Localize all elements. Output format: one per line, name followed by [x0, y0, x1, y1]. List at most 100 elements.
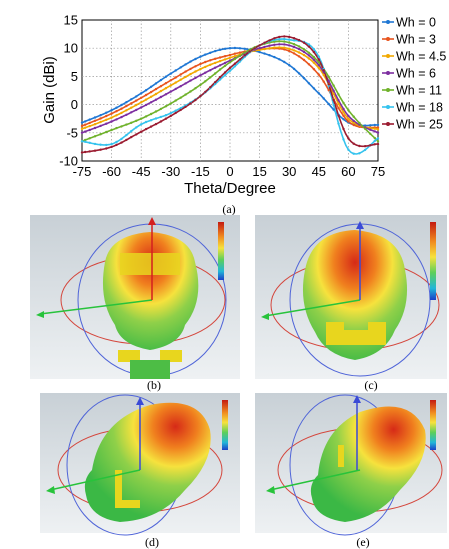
series-point	[80, 140, 84, 143]
series-point	[149, 125, 153, 128]
caption-a: (a)	[222, 202, 235, 216]
series-point	[258, 48, 261, 52]
series-point	[179, 66, 182, 69]
series-point	[283, 40, 286, 43]
series-markers	[80, 35, 380, 155]
series-point	[194, 98, 197, 102]
series-point	[144, 93, 148, 97]
series-point	[263, 47, 266, 51]
series-point	[115, 126, 118, 130]
series-point	[84, 123, 87, 126]
series-point	[179, 107, 182, 110]
series-point	[352, 152, 355, 155]
series-point	[373, 139, 376, 143]
series-point	[80, 121, 84, 124]
series-point	[312, 68, 316, 71]
series-point	[194, 76, 197, 80]
series-point	[110, 109, 113, 112]
series-point	[164, 114, 168, 117]
series-point	[99, 133, 102, 136]
series-point	[297, 55, 301, 58]
series-point	[189, 90, 192, 93]
series-point	[159, 95, 163, 99]
series-point	[99, 120, 102, 124]
series-point	[135, 103, 138, 107]
series-point	[238, 60, 242, 63]
series-point	[376, 142, 380, 146]
series-point	[130, 129, 133, 133]
legend-label: Wh = 25	[396, 118, 443, 132]
legend-label: Wh = 3	[396, 33, 436, 47]
series-point	[302, 48, 306, 51]
series-point	[373, 123, 376, 127]
series-point	[228, 66, 232, 70]
series-point	[268, 54, 271, 57]
y-tick-label: 10	[64, 41, 78, 56]
x-tick-label: -60	[102, 164, 121, 179]
series-point	[99, 143, 102, 146]
series-point	[347, 148, 350, 151]
x-tick-label: -75	[73, 164, 92, 179]
series-point	[292, 39, 296, 42]
panel-b-z-arrow-icon	[148, 217, 156, 225]
series-point	[228, 61, 232, 64]
panel-b-pattern-base	[130, 360, 170, 379]
legend-label: Wh = 6	[396, 67, 436, 81]
panel-c-y-arrow-icon	[261, 313, 269, 320]
series-point	[302, 41, 306, 44]
series-point	[376, 126, 380, 129]
series-point	[130, 121, 133, 125]
series-point	[342, 111, 345, 114]
series-point	[278, 35, 281, 39]
series-point	[218, 64, 222, 67]
series-point	[317, 63, 320, 67]
series-point	[342, 118, 345, 121]
series-point	[135, 126, 138, 129]
series-point	[140, 123, 143, 126]
panel-c-color-scale	[430, 222, 436, 300]
series-point	[144, 89, 148, 92]
series-point	[130, 135, 133, 139]
series-point	[233, 55, 237, 58]
series-point	[88, 124, 91, 128]
series-point	[174, 111, 177, 115]
caption-e: (e)	[356, 535, 369, 549]
series-point	[288, 63, 291, 67]
series-point	[347, 137, 350, 140]
series-point	[369, 128, 372, 131]
series-point	[179, 108, 182, 112]
panel-b-y-axis	[39, 299, 153, 315]
series-point	[115, 143, 118, 147]
series-point	[144, 98, 148, 101]
series-point	[263, 45, 266, 49]
series-point	[327, 102, 330, 106]
series-point	[307, 57, 311, 60]
series-point	[204, 90, 207, 94]
x-tick-label: 75	[371, 164, 385, 179]
series-point	[179, 78, 182, 81]
series-point	[144, 120, 148, 124]
series-point	[317, 92, 320, 95]
series-point	[194, 87, 197, 90]
series-point	[115, 114, 118, 117]
series-point	[369, 132, 372, 135]
series-point	[358, 152, 361, 155]
series-point	[327, 75, 330, 79]
series-point	[99, 117, 102, 120]
series-point	[159, 115, 163, 119]
series-point	[174, 76, 177, 79]
series-point	[125, 138, 128, 142]
legend-label: Wh = 11	[396, 84, 442, 98]
series-point	[214, 61, 217, 65]
series-point	[93, 116, 97, 119]
series-point	[218, 78, 222, 81]
series-point	[307, 43, 311, 46]
series-point	[283, 46, 286, 49]
y-tick-label: 15	[64, 13, 78, 28]
series-point	[283, 37, 286, 41]
series-point	[184, 70, 187, 73]
series-point	[174, 99, 177, 102]
series-point	[149, 95, 153, 99]
series-point	[115, 110, 118, 113]
series-point	[288, 41, 291, 44]
